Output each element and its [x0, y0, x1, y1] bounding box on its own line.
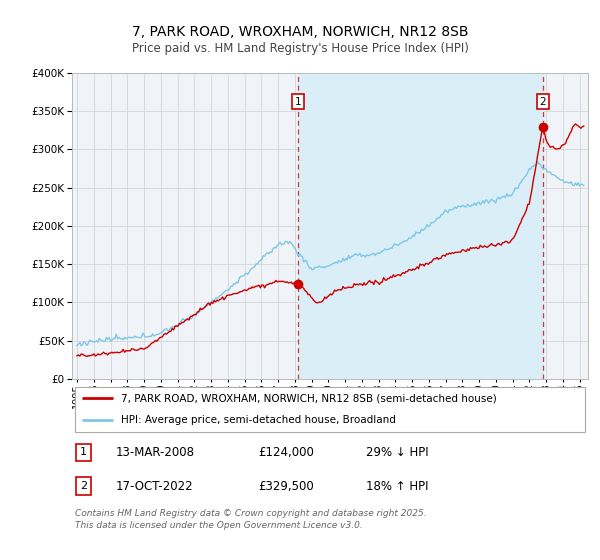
- Text: 18% ↑ HPI: 18% ↑ HPI: [366, 479, 428, 493]
- Text: 29% ↓ HPI: 29% ↓ HPI: [366, 446, 429, 459]
- Text: 1: 1: [80, 447, 87, 458]
- Text: HPI: Average price, semi-detached house, Broadland: HPI: Average price, semi-detached house,…: [121, 416, 396, 426]
- Text: 7, PARK ROAD, WROXHAM, NORWICH, NR12 8SB (semi-detached house): 7, PARK ROAD, WROXHAM, NORWICH, NR12 8SB…: [121, 394, 497, 403]
- Bar: [298, 73, 542, 379]
- Text: £329,500: £329,500: [258, 479, 314, 493]
- Text: 2: 2: [80, 481, 87, 491]
- Text: 17-OCT-2022: 17-OCT-2022: [116, 479, 193, 493]
- Text: Contains HM Land Registry data © Crown copyright and database right 2025.
This d: Contains HM Land Registry data © Crown c…: [74, 509, 426, 530]
- Text: Price paid vs. HM Land Registry's House Price Index (HPI): Price paid vs. HM Land Registry's House …: [131, 42, 469, 55]
- Text: 2: 2: [539, 97, 546, 107]
- Text: 7, PARK ROAD, WROXHAM, NORWICH, NR12 8SB: 7, PARK ROAD, WROXHAM, NORWICH, NR12 8SB: [132, 25, 468, 39]
- FancyBboxPatch shape: [74, 387, 586, 432]
- Text: £124,000: £124,000: [258, 446, 314, 459]
- Text: 1: 1: [295, 97, 301, 107]
- Text: 13-MAR-2008: 13-MAR-2008: [116, 446, 195, 459]
